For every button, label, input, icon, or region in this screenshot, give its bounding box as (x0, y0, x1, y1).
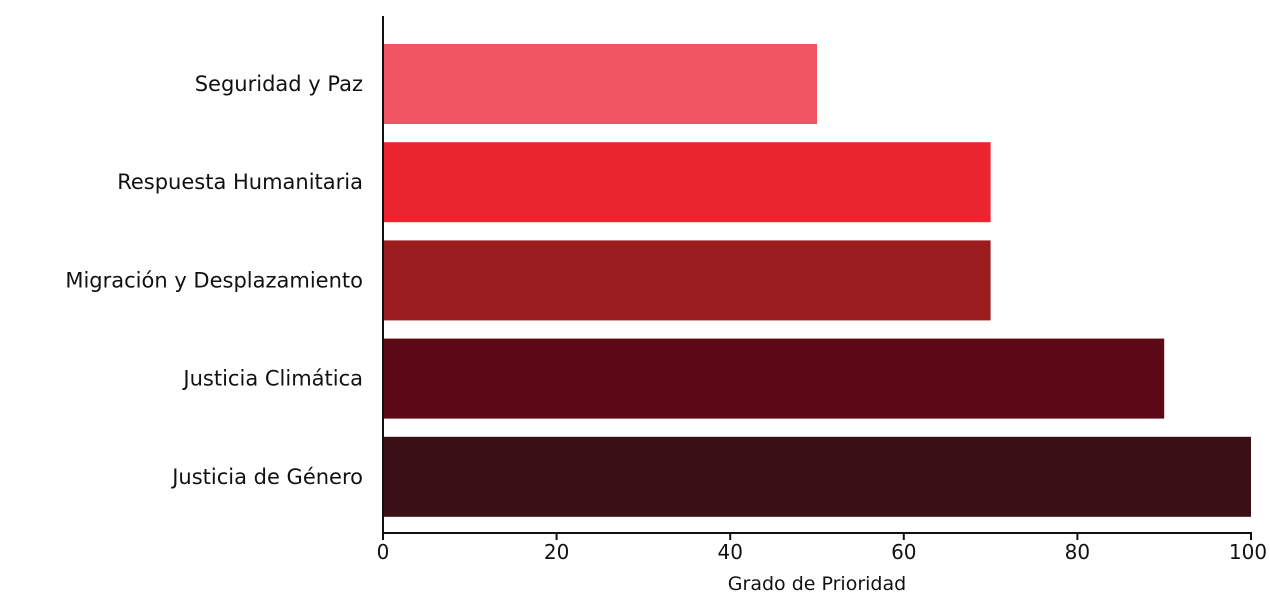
category-label-3: Justicia Climática (181, 367, 363, 391)
category-label-0: Seguridad y Paz (195, 72, 363, 96)
x-tick-label-3: 60 (891, 540, 916, 564)
category-label-4: Justicia de Género (170, 465, 363, 489)
x-tick-label-4: 80 (1065, 540, 1090, 564)
bar-3 (383, 338, 1165, 419)
category-label-2: Migración y Desplazamiento (65, 268, 363, 292)
x-axis-ticks: 0 20 40 60 80 100 (377, 533, 1267, 564)
x-axis-title: Grado de Prioridad (728, 573, 906, 592)
bar-2 (383, 240, 991, 321)
category-label-1: Respuesta Humanitaria (117, 170, 363, 194)
bars-group (383, 44, 1251, 517)
x-tick-label-5: 100 (1229, 540, 1267, 564)
bar-4 (383, 436, 1251, 517)
x-tick-label-0: 0 (377, 540, 390, 564)
bar-1 (383, 142, 991, 223)
x-tick-label-2: 40 (717, 540, 742, 564)
category-labels: Seguridad y Paz Respuesta Humanitaria Migr… (65, 72, 363, 489)
bar-0 (383, 44, 817, 124)
x-tick-label-1: 20 (544, 540, 569, 564)
